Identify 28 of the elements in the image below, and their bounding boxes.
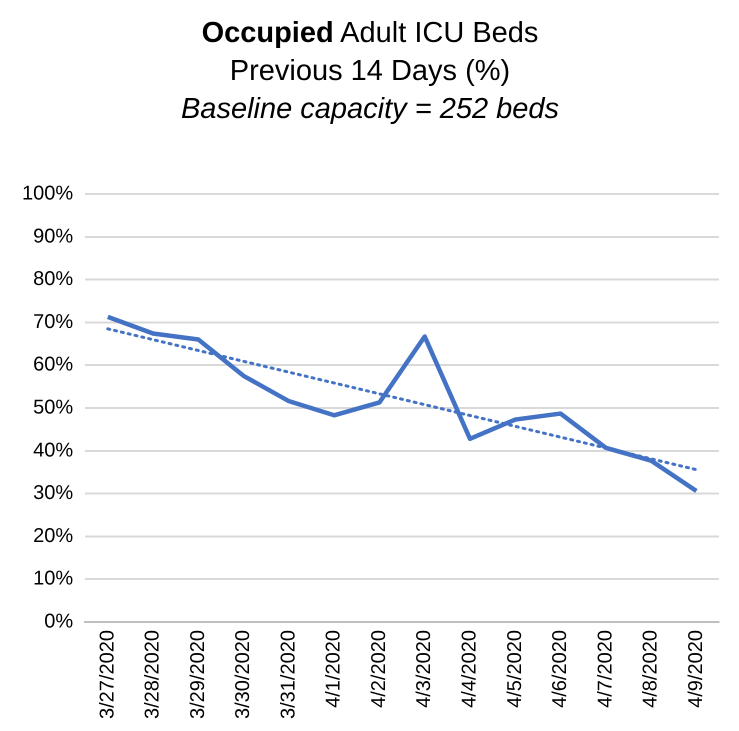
y-tick-label: 20% [33, 524, 74, 547]
y-tick-label: 90% [33, 225, 74, 248]
x-tick-label: 4/8/2020 [640, 630, 662, 708]
x-tick-label: 3/27/2020 [96, 630, 118, 720]
x-tick-label: 3/29/2020 [186, 630, 209, 720]
y-tick-label: 50% [33, 396, 74, 419]
x-tick-label: 3/30/2020 [232, 630, 254, 720]
x-tick-label: 4/4/2020 [458, 630, 481, 708]
x-tick-label: 3/31/2020 [277, 630, 300, 720]
y-tick-label: 40% [33, 439, 74, 462]
y-tick-label: 10% [33, 568, 74, 590]
x-tick-label: 4/5/2020 [504, 630, 526, 708]
y-tick-label: 60% [33, 354, 74, 376]
y-tick-label: 70% [33, 310, 74, 333]
x-tick-label: 4/2/2020 [368, 630, 390, 708]
x-tick-label: 4/9/2020 [684, 630, 707, 708]
y-tick-label: 30% [33, 482, 74, 504]
x-tick-label: 4/1/2020 [322, 630, 345, 708]
chart-subtitle: Previous 14 Days (%) [228, 54, 512, 89]
x-tick-label: 4/3/2020 [413, 630, 436, 708]
x-tick-label: 4/7/2020 [594, 630, 616, 708]
y-tick-label: 100% [22, 182, 74, 205]
text: Baseline capacity = 252 beds [180, 92, 560, 127]
x-tick-label: 4/6/2020 [549, 630, 572, 708]
chart-title: Occupied Adult ICU Beds [200, 16, 540, 51]
y-tick-label: 0% [44, 610, 74, 633]
y-tick-label: 80% [33, 268, 74, 290]
x-tick-label: 3/28/2020 [142, 630, 164, 720]
